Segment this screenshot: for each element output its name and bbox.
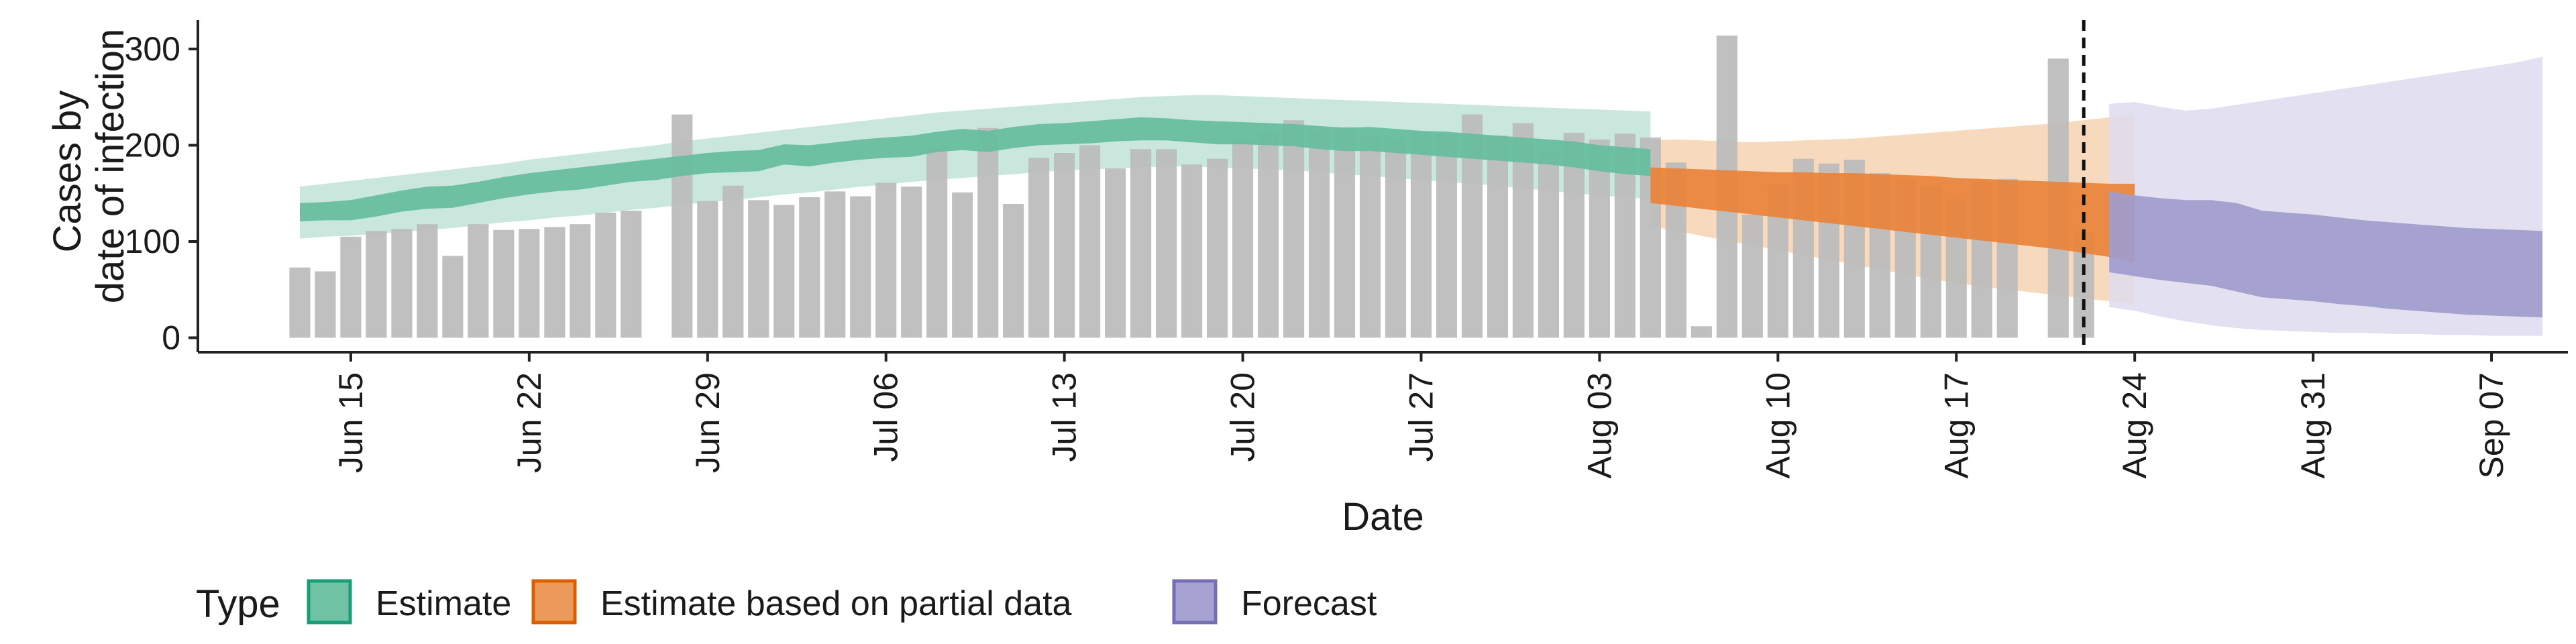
case-bar — [824, 191, 846, 338]
case-bar — [722, 185, 744, 338]
x-tick-label: Aug 10 — [1759, 372, 1796, 478]
case-bar — [1283, 120, 1305, 338]
case-bar — [1105, 168, 1126, 338]
case-bar — [1589, 139, 1610, 338]
case-bar — [1741, 214, 1763, 338]
estimate-dark-bands — [300, 117, 2542, 318]
case-bar — [1436, 133, 1458, 338]
case-bar — [417, 224, 438, 338]
case-bar — [1232, 139, 1254, 338]
case-bar — [1385, 138, 1407, 338]
case-bar — [1028, 158, 1050, 338]
x-tick-label: Aug 17 — [1937, 372, 1975, 478]
case-bar — [366, 231, 387, 338]
case-bar — [1487, 136, 1509, 338]
case-bar — [1690, 326, 1712, 338]
case-bar — [1181, 164, 1203, 338]
case-bar — [1359, 136, 1381, 338]
legend-label-forecast: Forecast — [1241, 584, 1377, 623]
case-bar — [442, 256, 464, 338]
y-tick-label: 100 — [125, 223, 180, 260]
case-bar — [519, 229, 540, 338]
case-bar — [1130, 149, 1152, 338]
case-bar — [748, 200, 769, 338]
y-tick-label: 0 — [162, 319, 180, 356]
x-tick-label: Aug 31 — [2294, 372, 2332, 478]
case-bar — [391, 229, 413, 338]
legend: Type Estimate Estimate based on partial d… — [196, 579, 1377, 626]
case-bar — [595, 212, 616, 338]
estimate-inner-band — [300, 117, 1651, 221]
x-tick-label: Jul 20 — [1224, 372, 1262, 462]
legend-title: Type — [196, 582, 280, 626]
x-tick-label: Jul 13 — [1046, 372, 1083, 462]
legend-label-estimate: Estimate — [376, 584, 511, 623]
case-bar — [850, 196, 871, 338]
case-bar — [672, 114, 693, 338]
case-bar — [340, 236, 362, 338]
y-tick-label: 200 — [125, 127, 180, 164]
x-tick-label: Jul 06 — [867, 372, 905, 462]
y-axis-title-line-1: Cases by — [46, 91, 89, 253]
x-tick-label: Aug 03 — [1580, 372, 1618, 478]
case-bar — [1054, 153, 1075, 338]
case-bar — [315, 271, 336, 338]
case-bar — [799, 197, 820, 338]
x-axis-title: Date — [1342, 495, 1424, 539]
case-bar — [1410, 131, 1432, 338]
case-bar — [1334, 127, 1356, 338]
case-bar — [952, 192, 973, 338]
case-bar — [901, 186, 922, 338]
legend-label-estimate-based-on-partial-data: Estimate based on partial data — [600, 584, 1072, 623]
case-bar — [621, 211, 642, 338]
case-bar — [1308, 129, 1330, 338]
y-axis-ticks: 0 100 200 300 — [125, 30, 198, 356]
case-bar — [1156, 149, 1177, 338]
case-bar — [1538, 152, 1560, 338]
case-bar — [1257, 131, 1279, 338]
estimate-based-on-partial-data-inner-band — [1650, 167, 2135, 263]
case-bar — [570, 224, 591, 338]
x-tick-label: Jun 15 — [332, 372, 370, 473]
x-tick-label: Aug 24 — [2116, 372, 2153, 478]
case-bar — [977, 127, 999, 338]
y-axis-title: Cases by date of infection — [46, 29, 132, 304]
case-bar — [926, 148, 948, 338]
legend-swatch-estimate-based-on-partial-data — [531, 579, 577, 625]
y-axis-title-line-2: date of infection — [89, 29, 132, 304]
x-tick-label: Sep 07 — [2473, 372, 2510, 478]
forecast-inner-band — [2109, 191, 2542, 318]
x-tick-label: Jun 22 — [511, 372, 548, 473]
legend-swatch-forecast — [1172, 579, 1218, 625]
x-tick-label: Jun 29 — [689, 372, 727, 473]
case-bar — [289, 267, 311, 338]
case-bar — [493, 229, 515, 338]
y-tick-label: 300 — [125, 30, 180, 68]
case-bar — [1079, 145, 1101, 338]
case-bar — [468, 224, 489, 338]
x-axis-ticks: Jun 15 Jun 22 Jun 29 Jul 06 Jul 13 Jul 20 Jul … — [332, 352, 2510, 478]
x-tick-label: Jul 27 — [1402, 372, 1440, 462]
legend-swatch-estimate — [307, 579, 352, 625]
case-bar — [875, 182, 897, 338]
case-bar — [544, 227, 566, 338]
case-bar — [1003, 204, 1024, 338]
case-bar — [773, 205, 795, 338]
case-bar — [1206, 158, 1228, 338]
case-bar — [697, 201, 718, 338]
